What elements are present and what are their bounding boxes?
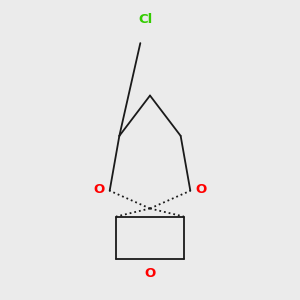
Text: Cl: Cl bbox=[139, 13, 153, 26]
Text: O: O bbox=[195, 183, 206, 196]
Text: O: O bbox=[94, 183, 105, 196]
Text: O: O bbox=[144, 267, 156, 280]
